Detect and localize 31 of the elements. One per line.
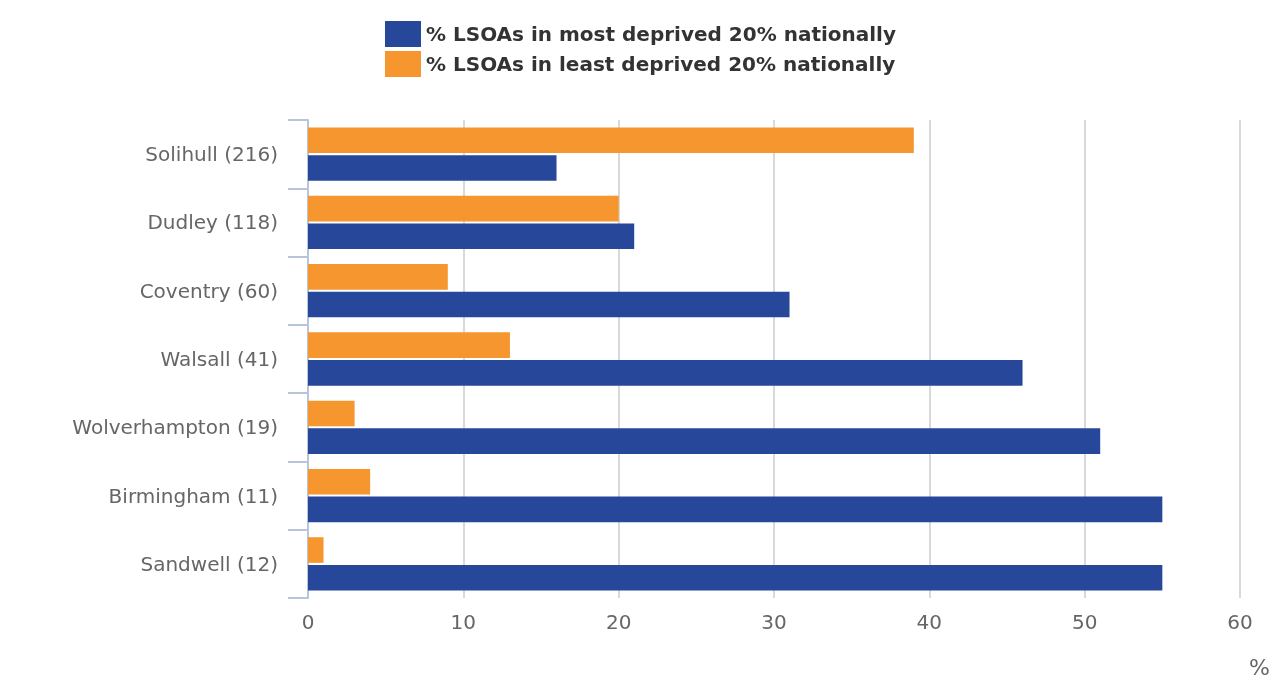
bar xyxy=(308,291,790,318)
bar xyxy=(308,332,510,358)
bar xyxy=(308,360,1023,386)
y-tick-label: Walsall (41) xyxy=(160,347,278,371)
bar xyxy=(308,195,619,222)
bar xyxy=(308,496,1163,523)
bar xyxy=(308,223,635,250)
bar xyxy=(308,537,324,563)
x-axis-title: % xyxy=(1249,654,1270,680)
bar xyxy=(308,468,371,495)
x-tick-label: 10 xyxy=(450,610,477,634)
legend-label: % LSOAs in most deprived 20% nationally xyxy=(425,22,897,46)
x-tick-label: 0 xyxy=(301,610,315,634)
y-tick-label: Solihull (216) xyxy=(145,142,278,167)
x-tick-label: 30 xyxy=(761,610,787,634)
y-tick-label: Coventry (60) xyxy=(139,278,278,303)
bar xyxy=(308,127,914,154)
x-tick-label: 60 xyxy=(1227,610,1253,634)
legend-label: % LSOAs in least deprived 20% nationally xyxy=(425,52,896,76)
bar xyxy=(308,564,1163,591)
bar xyxy=(308,155,557,181)
y-tick-label: Wolverhampton (19) xyxy=(72,415,278,440)
y-tick-label: Birmingham (11) xyxy=(108,483,278,508)
bar xyxy=(308,428,1101,454)
x-tick-label: 40 xyxy=(916,610,943,634)
x-tick-label: 50 xyxy=(1071,610,1098,634)
y-tick-label: Sandwell (12) xyxy=(140,551,278,576)
x-tick-label: 20 xyxy=(605,610,632,634)
bar xyxy=(308,264,448,290)
y-tick-label: Dudley (118) xyxy=(147,210,278,235)
bar xyxy=(308,400,355,427)
